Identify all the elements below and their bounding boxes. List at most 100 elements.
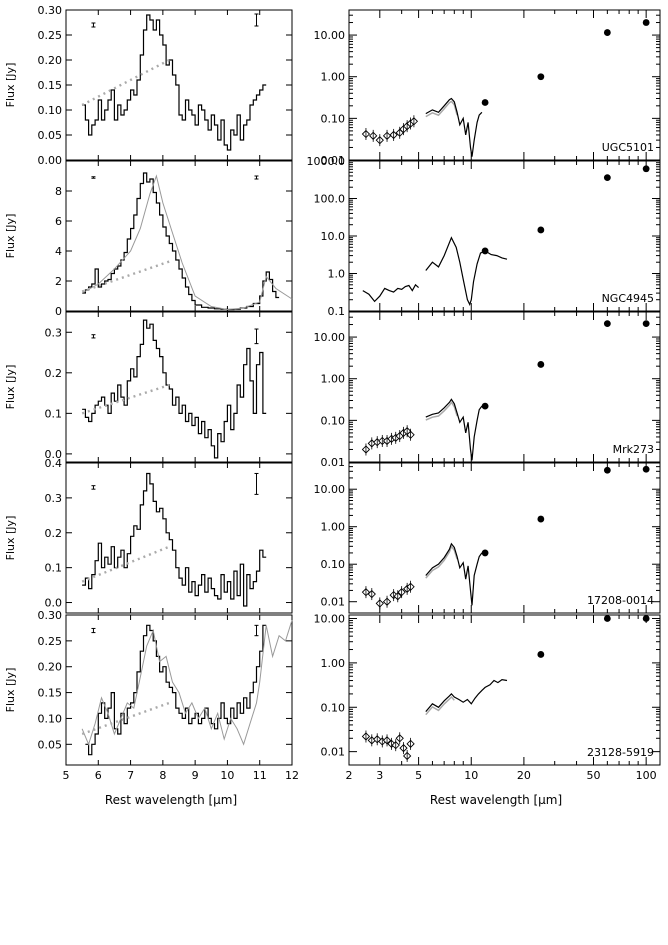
x-tick-label: 10	[464, 769, 478, 782]
x-tick-label: 5	[415, 769, 422, 782]
x-tick-label: 10	[220, 769, 234, 782]
continuum-dotted-line	[81, 545, 170, 583]
model-gray-line	[81, 620, 293, 746]
y-tick-label: 0.25	[38, 635, 63, 648]
y-tick-label: 0.01	[321, 746, 346, 759]
y-tick-label: 1.00	[321, 521, 346, 534]
y-tick-label: 1.0	[328, 268, 346, 281]
y-tick-label: 0.05	[38, 738, 63, 751]
y-tick-label: 0.10	[321, 112, 346, 125]
right-panel-2: 0.1 1.0 10.0 100.0 1000.0 NGC4945	[307, 155, 661, 318]
irs-spectrum-line	[362, 283, 420, 303]
object-name-label: 17208-0014	[587, 594, 654, 607]
right-panel-4-frame	[348, 462, 661, 614]
iras-photometry-point	[642, 615, 650, 622]
object-name-label: 23128-5919	[587, 746, 654, 759]
right-panel-3-frame	[348, 311, 661, 463]
right-panel-3: 0.01 0.10 1.00 10.00 Mrk273	[314, 311, 661, 469]
model-gray-line	[425, 695, 455, 716]
object-name-label: Mrk273	[613, 443, 654, 456]
y-tick-label: 0.15	[38, 687, 63, 700]
spectrum-step-line	[82, 172, 280, 311]
y-tick-label: 10.00	[314, 29, 346, 42]
y-tick-label: 1.00	[321, 71, 346, 84]
y-tick-label: 10.00	[314, 483, 346, 496]
continuum-dotted-line	[81, 58, 170, 107]
y-axis-label: Flux [Jy]	[4, 214, 17, 259]
spectrum-step-line	[82, 319, 267, 459]
y-tick-label: 10.0	[321, 230, 346, 243]
y-tick-label: 0.20	[38, 54, 63, 67]
left-panel-4-frame	[65, 462, 293, 614]
y-tick-label: 0.01	[321, 154, 346, 167]
y-tick-label: 0.10	[321, 558, 346, 571]
y-tick-label: 0.00	[38, 154, 63, 167]
y-tick-label: 0.1	[45, 562, 63, 575]
y-axis-label: Flux [Jy]	[4, 516, 17, 561]
y-tick-label: 4	[55, 245, 62, 258]
y-tick-label: 6	[55, 215, 62, 228]
iras-photometry-point	[537, 226, 545, 234]
right-x-axis-label: Rest wavelength [μm]	[430, 793, 562, 807]
y-tick-label: 10.00	[314, 331, 346, 344]
y-tick-label: 0.20	[38, 661, 63, 674]
iras-photometry-point	[642, 165, 650, 173]
iras-photometry-point	[642, 465, 650, 473]
x-tick-label: 8	[159, 769, 166, 782]
y-tick-label: 8	[55, 185, 62, 198]
y-tick-label: 0.3	[45, 326, 63, 339]
left-panel-1: 0.00 0.05 0.10 0.15 0.20 0.25 0.30 Flux [Jy]	[4, 4, 293, 167]
left-panel-3: 0.0 0.1 0.2 0.3 Flux [Jy]	[4, 311, 293, 463]
model-gray-line	[425, 545, 458, 579]
y-axis-label: Flux [Jy]	[4, 63, 17, 108]
left-panel-5-frame	[65, 614, 293, 766]
spectrum-step-line	[85, 624, 267, 756]
iras-photometry-point	[642, 320, 650, 328]
left-panel-4: 0.0 0.1 0.2 0.3 0.4 Flux [Jy]	[4, 457, 293, 614]
y-tick-label: 0	[55, 305, 62, 318]
right-panel-1-frame	[348, 9, 661, 161]
object-name-label: NGC4945	[602, 292, 654, 305]
x-tick-label: 9	[192, 769, 199, 782]
left-panel-2: 0 2 4 6 8 Flux [Jy]	[4, 160, 293, 318]
y-tick-label: 0.0	[45, 448, 63, 461]
y-tick-label: 0.1	[328, 305, 346, 318]
iras-photometry-point	[603, 466, 611, 474]
irs-spectrum-line	[425, 97, 483, 157]
y-tick-label: 2	[55, 275, 62, 288]
iras-photometry-point	[481, 402, 489, 410]
left-x-axis-label: Rest wavelength [μm]	[105, 793, 237, 807]
iras-photometry-point	[537, 73, 545, 81]
spectrum-step-line	[82, 472, 267, 607]
iras-photometry-point	[481, 247, 489, 255]
iras-photometry-point	[537, 515, 545, 523]
left-panel-3-frame	[65, 311, 293, 463]
y-tick-label: 0.05	[38, 129, 63, 142]
y-tick-label: 10.00	[314, 613, 346, 626]
irs-spectrum-line	[425, 398, 483, 461]
x-tick-label: 12	[285, 769, 299, 782]
iras-photometry-point	[642, 19, 650, 26]
y-tick-label: 0.15	[38, 79, 63, 92]
iras-photometry-point	[603, 29, 611, 36]
right-panel-2-frame	[348, 160, 661, 312]
y-tick-label: 0.0	[45, 597, 63, 610]
model-gray-line	[425, 100, 458, 118]
y-tick-label: 1.00	[321, 373, 346, 386]
x-tick-label: 20	[517, 769, 531, 782]
irs-spectrum-line	[425, 542, 483, 606]
right-column: 0.010.101.0010.00UGC51010.11.010.0100.01…	[307, 9, 661, 782]
x-tick-label: 5	[63, 769, 70, 782]
iras-photometry-point	[481, 549, 489, 557]
iras-photometry-point	[603, 174, 611, 182]
y-axis-label: Flux [Jy]	[4, 365, 17, 410]
y-tick-label: 0.1	[45, 407, 63, 420]
x-tick-label: 100	[636, 769, 657, 782]
y-tick-label: 0.10	[321, 414, 346, 427]
y-tick-label: 0.2	[45, 367, 63, 380]
y-axis-label: Flux [Jy]	[4, 668, 17, 713]
left-panel-2-frame	[65, 160, 293, 312]
y-tick-label: 1000.0	[307, 155, 346, 168]
